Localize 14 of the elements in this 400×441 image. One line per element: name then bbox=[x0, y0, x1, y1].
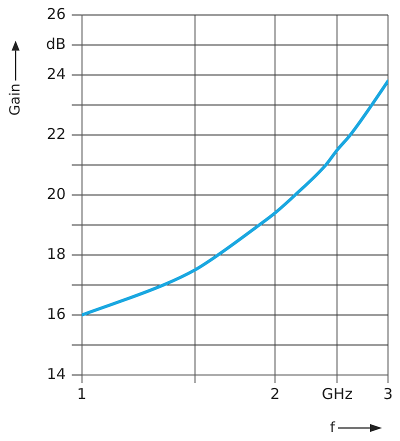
x-tick-label: 1 bbox=[77, 384, 87, 403]
y-axis-title: Gain bbox=[8, 83, 24, 116]
x-axis-title: f bbox=[330, 420, 335, 436]
y-tick-label: 22 bbox=[46, 124, 66, 143]
x-tick-label: 2 bbox=[270, 384, 280, 403]
x-tick-label: GHz bbox=[322, 384, 353, 403]
y-tick-label: 20 bbox=[46, 184, 66, 203]
y-tick-label: dB bbox=[46, 34, 66, 53]
x-tick-label: 3 bbox=[383, 384, 393, 403]
y-tick-label: 14 bbox=[46, 364, 66, 383]
y-tick-label: 24 bbox=[46, 64, 66, 83]
y-tick-label: 16 bbox=[46, 304, 66, 323]
y-tick-label: 26 bbox=[46, 4, 66, 23]
y-tick-label: 18 bbox=[46, 244, 66, 263]
